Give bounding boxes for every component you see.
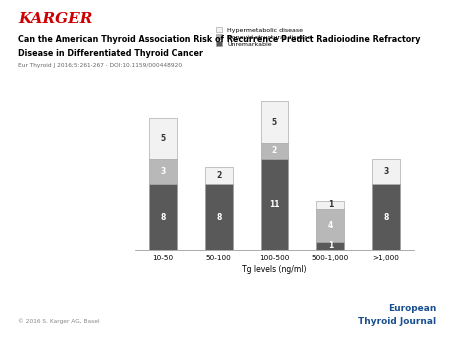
Bar — [316, 209, 344, 242]
Text: Thyroid Journal: Thyroid Journal — [358, 317, 436, 326]
Bar — [149, 118, 177, 159]
Text: 8: 8 — [216, 213, 221, 222]
Text: © 2016 S. Karger AG, Basel: © 2016 S. Karger AG, Basel — [18, 319, 99, 324]
Text: 3: 3 — [160, 167, 166, 176]
Legend: Hypermetabolic disease, Nonavid structural disease, Unremarkable: Hypermetabolic disease, Nonavid structur… — [216, 27, 312, 47]
Bar — [205, 168, 233, 184]
Text: European: European — [388, 304, 436, 313]
X-axis label: Tg levels (ng/ml): Tg levels (ng/ml) — [242, 265, 307, 274]
Bar — [261, 101, 288, 143]
Text: Disease in Differentiated Thyroid Cancer: Disease in Differentiated Thyroid Cancer — [18, 49, 203, 58]
Text: 2: 2 — [216, 171, 221, 180]
Bar — [261, 143, 288, 159]
Bar — [205, 184, 233, 250]
Text: 4: 4 — [328, 221, 333, 230]
Text: 11: 11 — [269, 200, 280, 209]
Bar — [261, 159, 288, 250]
Text: 1: 1 — [328, 241, 333, 250]
Text: 2: 2 — [272, 146, 277, 155]
Text: 8: 8 — [160, 213, 166, 222]
Bar — [372, 159, 400, 184]
Text: Eur Thyroid J 2016;5:261-267 · DOI:10.1159/000448920: Eur Thyroid J 2016;5:261-267 · DOI:10.11… — [18, 63, 182, 68]
Text: Can the American Thyroid Association Risk of Recurrence Predict Radioiodine Refr: Can the American Thyroid Association Ris… — [18, 35, 420, 45]
Text: 5: 5 — [272, 118, 277, 126]
Bar — [316, 242, 344, 250]
Bar — [372, 184, 400, 250]
Text: 8: 8 — [383, 213, 389, 222]
Bar — [316, 200, 344, 209]
Bar — [149, 159, 177, 184]
Text: KARGER: KARGER — [18, 12, 92, 26]
Text: 3: 3 — [383, 167, 389, 176]
Text: 5: 5 — [160, 134, 166, 143]
Text: 1: 1 — [328, 200, 333, 209]
Bar — [149, 184, 177, 250]
